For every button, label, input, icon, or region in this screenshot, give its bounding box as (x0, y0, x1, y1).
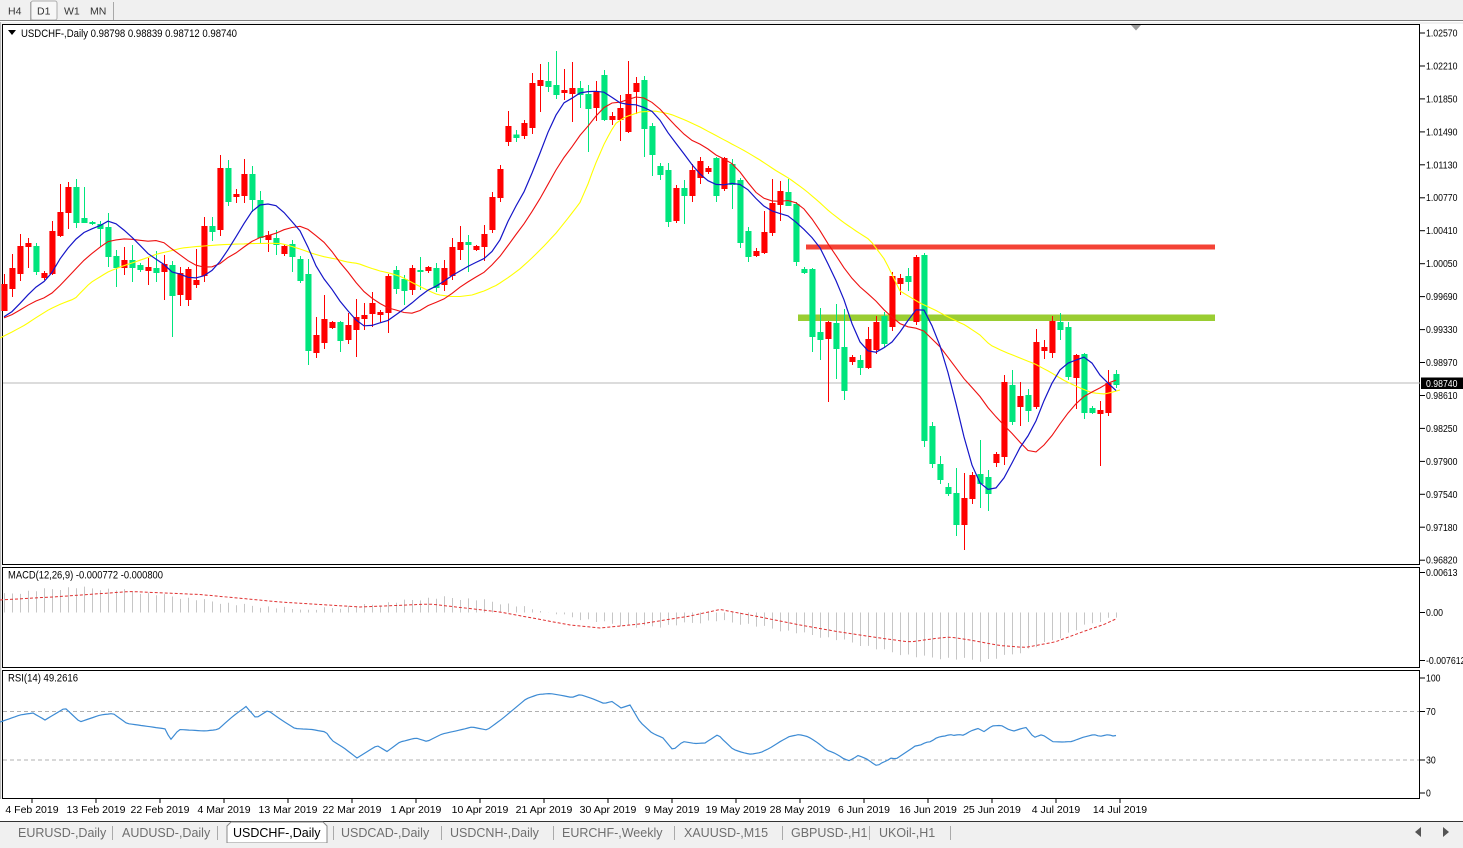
svg-text:USDCNH-,Daily: USDCNH-,Daily (450, 826, 540, 840)
svg-text:0.98970: 0.98970 (1426, 358, 1458, 369)
svg-text:19 May 2019: 19 May 2019 (706, 804, 767, 816)
svg-text:1.00410: 1.00410 (1426, 226, 1458, 237)
svg-text:25 Jun 2019: 25 Jun 2019 (963, 804, 1021, 816)
svg-text:0.97180: 0.97180 (1426, 523, 1458, 534)
svg-text:0.97540: 0.97540 (1426, 490, 1458, 501)
svg-text:1.01130: 1.01130 (1426, 160, 1458, 171)
svg-text:MN: MN (90, 6, 106, 18)
svg-text:28 May 2019: 28 May 2019 (770, 804, 831, 816)
svg-text:16 Jun 2019: 16 Jun 2019 (899, 804, 957, 816)
svg-text:0.98740: 0.98740 (1426, 379, 1458, 390)
svg-text:0.96820: 0.96820 (1426, 556, 1458, 567)
svg-text:9 May 2019: 9 May 2019 (645, 804, 700, 816)
svg-text:D1: D1 (37, 6, 51, 18)
svg-text:EURUSD-,Daily: EURUSD-,Daily (18, 826, 107, 840)
svg-text:1 Apr 2019: 1 Apr 2019 (391, 804, 442, 816)
svg-text:-0.007612: -0.007612 (1426, 656, 1463, 667)
svg-text:4 Feb 2019: 4 Feb 2019 (5, 804, 58, 816)
svg-text:USDCHF-,Daily 0.98798 0.98839: USDCHF-,Daily 0.98798 0.98839 0.98712 0.… (21, 28, 237, 40)
svg-text:UKOil-,H1: UKOil-,H1 (879, 826, 935, 840)
svg-text:70: 70 (1426, 707, 1436, 718)
svg-text:0.98250: 0.98250 (1426, 424, 1458, 435)
svg-text:100: 100 (1426, 674, 1441, 685)
svg-text:30: 30 (1426, 756, 1436, 767)
svg-text:MACD(12,26,9) -0.000772 -0.000: MACD(12,26,9) -0.000772 -0.000800 (8, 570, 163, 582)
svg-text:0.97900: 0.97900 (1426, 457, 1458, 468)
svg-text:W1: W1 (64, 6, 80, 18)
svg-text:21 Apr 2019: 21 Apr 2019 (516, 804, 573, 816)
svg-text:USDCAD-,Daily: USDCAD-,Daily (341, 826, 430, 840)
svg-text:22 Mar 2019: 22 Mar 2019 (323, 804, 382, 816)
svg-text:GBPUSD-,H1: GBPUSD-,H1 (791, 826, 867, 840)
svg-text:14 Jul 2019: 14 Jul 2019 (1093, 804, 1147, 816)
svg-text:0.00: 0.00 (1426, 608, 1443, 619)
svg-text:1.00770: 1.00770 (1426, 193, 1458, 204)
svg-text:1.02210: 1.02210 (1426, 62, 1458, 73)
svg-text:4 Mar 2019: 4 Mar 2019 (197, 804, 250, 816)
svg-text:1.00050: 1.00050 (1426, 259, 1458, 270)
svg-text:0.98610: 0.98610 (1426, 391, 1458, 402)
svg-text:RSI(14) 49.2616: RSI(14) 49.2616 (8, 673, 78, 685)
svg-text:1.01850: 1.01850 (1426, 94, 1458, 105)
svg-text:0.99330: 0.99330 (1426, 325, 1458, 336)
svg-text:30 Apr 2019: 30 Apr 2019 (580, 804, 637, 816)
svg-text:0: 0 (1426, 789, 1431, 800)
svg-text:0.99690: 0.99690 (1426, 292, 1458, 303)
svg-text:0.00613: 0.00613 (1426, 568, 1458, 579)
svg-text:EURCHF-,Weekly: EURCHF-,Weekly (562, 826, 663, 840)
svg-text:AUDUSD-,Daily: AUDUSD-,Daily (122, 826, 211, 840)
svg-text:H4: H4 (8, 6, 22, 18)
svg-text:22 Feb 2019: 22 Feb 2019 (131, 804, 190, 816)
svg-text:4 Jul 2019: 4 Jul 2019 (1032, 804, 1081, 816)
svg-text:1.01490: 1.01490 (1426, 127, 1458, 138)
svg-text:10 Apr 2019: 10 Apr 2019 (452, 804, 509, 816)
svg-text:XAUUSD-,M15: XAUUSD-,M15 (684, 826, 768, 840)
svg-text:USDCHF-,Daily: USDCHF-,Daily (233, 826, 321, 840)
svg-text:13 Mar 2019: 13 Mar 2019 (259, 804, 318, 816)
svg-text:1.02570: 1.02570 (1426, 29, 1458, 40)
svg-text:6 Jun 2019: 6 Jun 2019 (838, 804, 890, 816)
svg-text:13 Feb 2019: 13 Feb 2019 (67, 804, 126, 816)
